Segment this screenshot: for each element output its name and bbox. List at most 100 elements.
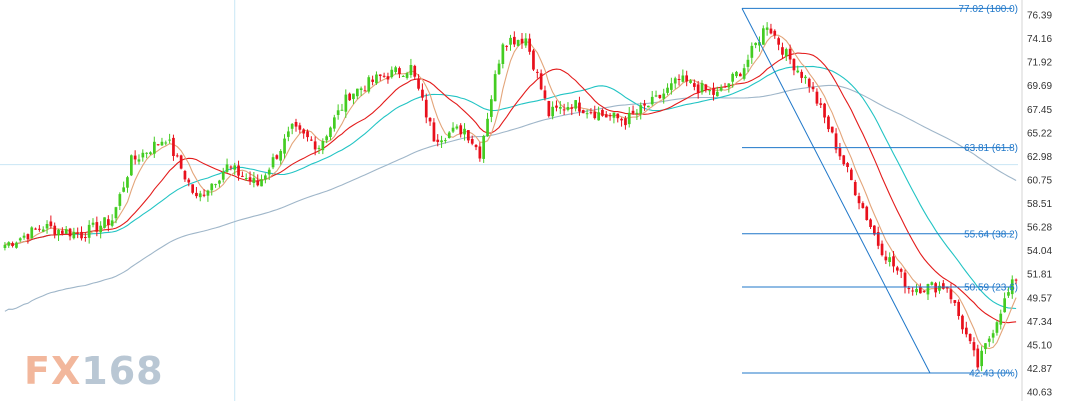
candle-body (95, 222, 99, 232)
candle-body (38, 228, 41, 230)
candle-body (723, 86, 727, 88)
candle-body (926, 284, 930, 295)
candle-body (378, 74, 382, 76)
candle-body (815, 91, 819, 104)
candle-body (620, 118, 623, 121)
candle-body (811, 86, 815, 90)
candle-body (84, 237, 87, 238)
candle-body (727, 83, 731, 88)
candle-body (654, 95, 658, 97)
candle-body (145, 152, 148, 154)
candle-body (543, 90, 547, 99)
candle-body (830, 126, 834, 133)
candle-body (708, 90, 711, 92)
candle-body (386, 76, 390, 80)
candle-body (198, 193, 202, 198)
candle-body (409, 65, 413, 75)
candle-body (792, 58, 796, 71)
candle-body (930, 282, 934, 285)
candle-body (179, 155, 183, 169)
candle-body (915, 288, 918, 293)
candle-body (907, 288, 911, 290)
candle-body (846, 163, 849, 167)
candle-body (524, 38, 528, 46)
candle-body (214, 184, 217, 186)
candle-body (348, 93, 351, 101)
candle-body (823, 103, 826, 118)
candles (3, 22, 1018, 372)
candle-body (72, 231, 76, 239)
candle-body (41, 229, 45, 232)
candle-body (363, 90, 367, 92)
candle-body (539, 73, 543, 90)
candle-body (256, 180, 260, 186)
candle-body (57, 229, 60, 236)
candle-body (290, 123, 294, 129)
candle-body (440, 140, 443, 143)
candle-body (463, 128, 466, 135)
candle-body (788, 48, 792, 60)
candle-body (880, 243, 884, 256)
candle-body (861, 203, 865, 208)
y-tick-label: 56.28 (1027, 223, 1052, 234)
fib-level-label: 55.64 (38.2) (964, 229, 1018, 240)
candle-body (624, 118, 627, 126)
candle-body (689, 80, 692, 83)
candle-body (313, 141, 317, 150)
candle-body (183, 171, 187, 180)
candle-body (298, 125, 302, 130)
candle-body (804, 76, 807, 79)
candle-body (735, 71, 738, 77)
candle-body (704, 84, 708, 90)
candle-body (773, 30, 777, 36)
candle-body (857, 196, 861, 204)
candle-body (999, 313, 1003, 325)
candle-body (980, 350, 983, 367)
candle-body (850, 169, 853, 181)
y-tick-label: 65.22 (1027, 128, 1052, 139)
candle-body (175, 155, 179, 157)
candle-body (7, 242, 11, 246)
candle-body (244, 178, 248, 180)
candle-body (478, 146, 482, 159)
candle-body (15, 242, 18, 248)
y-tick-label: 54.04 (1027, 246, 1052, 257)
candle-body (807, 78, 811, 87)
candle-body (467, 130, 470, 141)
candle-body (359, 88, 363, 90)
candle-body (61, 230, 64, 234)
candle-body (99, 225, 102, 233)
candle-body (639, 105, 643, 114)
y-tick-label: 58.51 (1027, 199, 1052, 210)
candle-body (26, 234, 30, 240)
candle-body (754, 42, 757, 46)
y-tick-label: 45.10 (1027, 340, 1052, 351)
candle-body (650, 96, 654, 105)
candle-body (516, 40, 520, 46)
candle-body (237, 165, 240, 176)
candle-body (459, 125, 463, 135)
candle-body (493, 74, 497, 102)
candle-body (172, 137, 175, 156)
candle-body (1010, 279, 1014, 295)
candle-body (505, 45, 508, 47)
candle-body (64, 229, 68, 234)
candle-body (578, 102, 581, 112)
y-tick-label: 47.34 (1027, 317, 1052, 328)
candle-body (398, 68, 401, 75)
candle-body (45, 224, 49, 229)
candle-body (987, 338, 991, 342)
moving-averages (4, 34, 1017, 350)
candle-body (164, 142, 168, 144)
candle-body (432, 122, 436, 142)
price-axis: 76.39 74.16 71.92 69.69 67.45 65.22 62.98 60.75… (1021, 0, 1052, 401)
candle-body (405, 73, 409, 78)
candle-body (382, 75, 386, 77)
candle-body (367, 77, 371, 92)
y-tick-label: 74.16 (1027, 34, 1052, 45)
candle-body (922, 290, 926, 292)
y-tick-label: 67.45 (1027, 105, 1052, 116)
candle-body (53, 225, 57, 235)
candle-body (562, 109, 566, 111)
